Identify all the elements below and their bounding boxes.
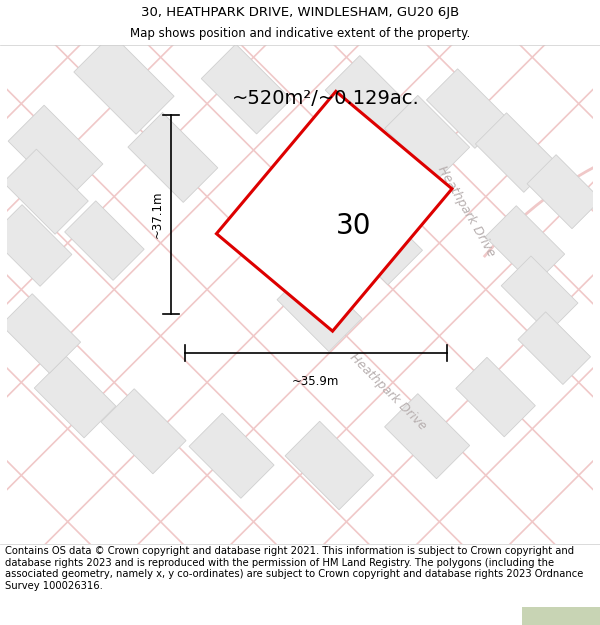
Polygon shape xyxy=(8,105,103,200)
Polygon shape xyxy=(242,173,338,269)
Text: Contains OS data © Crown copyright and database right 2021. This information is : Contains OS data © Crown copyright and d… xyxy=(5,546,583,591)
Polygon shape xyxy=(325,56,412,142)
Polygon shape xyxy=(201,44,291,134)
Polygon shape xyxy=(285,421,374,510)
Text: 30, HEATHPARK DRIVE, WINDLESHAM, GU20 6JB: 30, HEATHPARK DRIVE, WINDLESHAM, GU20 6J… xyxy=(141,6,459,19)
Polygon shape xyxy=(65,201,144,281)
Polygon shape xyxy=(101,389,186,474)
Text: ~520m²/~0.129ac.: ~520m²/~0.129ac. xyxy=(232,89,419,108)
Polygon shape xyxy=(217,91,452,331)
Text: 30: 30 xyxy=(336,212,371,240)
Polygon shape xyxy=(456,357,535,437)
Polygon shape xyxy=(1,294,80,373)
Polygon shape xyxy=(128,112,218,202)
Polygon shape xyxy=(0,204,72,286)
Polygon shape xyxy=(74,34,174,134)
Polygon shape xyxy=(277,266,362,352)
Polygon shape xyxy=(34,356,116,438)
FancyBboxPatch shape xyxy=(522,607,600,625)
Text: ~35.9m: ~35.9m xyxy=(292,374,340,388)
Polygon shape xyxy=(385,96,470,181)
Polygon shape xyxy=(475,112,555,192)
Text: Heathpark Drive: Heathpark Drive xyxy=(347,351,429,433)
Polygon shape xyxy=(334,196,422,285)
Text: Heathpark Drive: Heathpark Drive xyxy=(435,164,497,259)
Polygon shape xyxy=(3,149,88,234)
Text: Map shows position and indicative extent of the property.: Map shows position and indicative extent… xyxy=(130,28,470,40)
Polygon shape xyxy=(527,155,600,229)
Polygon shape xyxy=(501,256,578,332)
Text: ~37.1m: ~37.1m xyxy=(151,191,164,238)
Polygon shape xyxy=(427,69,506,148)
Polygon shape xyxy=(518,312,590,384)
Polygon shape xyxy=(189,413,274,498)
Polygon shape xyxy=(385,394,470,479)
Polygon shape xyxy=(485,206,565,285)
